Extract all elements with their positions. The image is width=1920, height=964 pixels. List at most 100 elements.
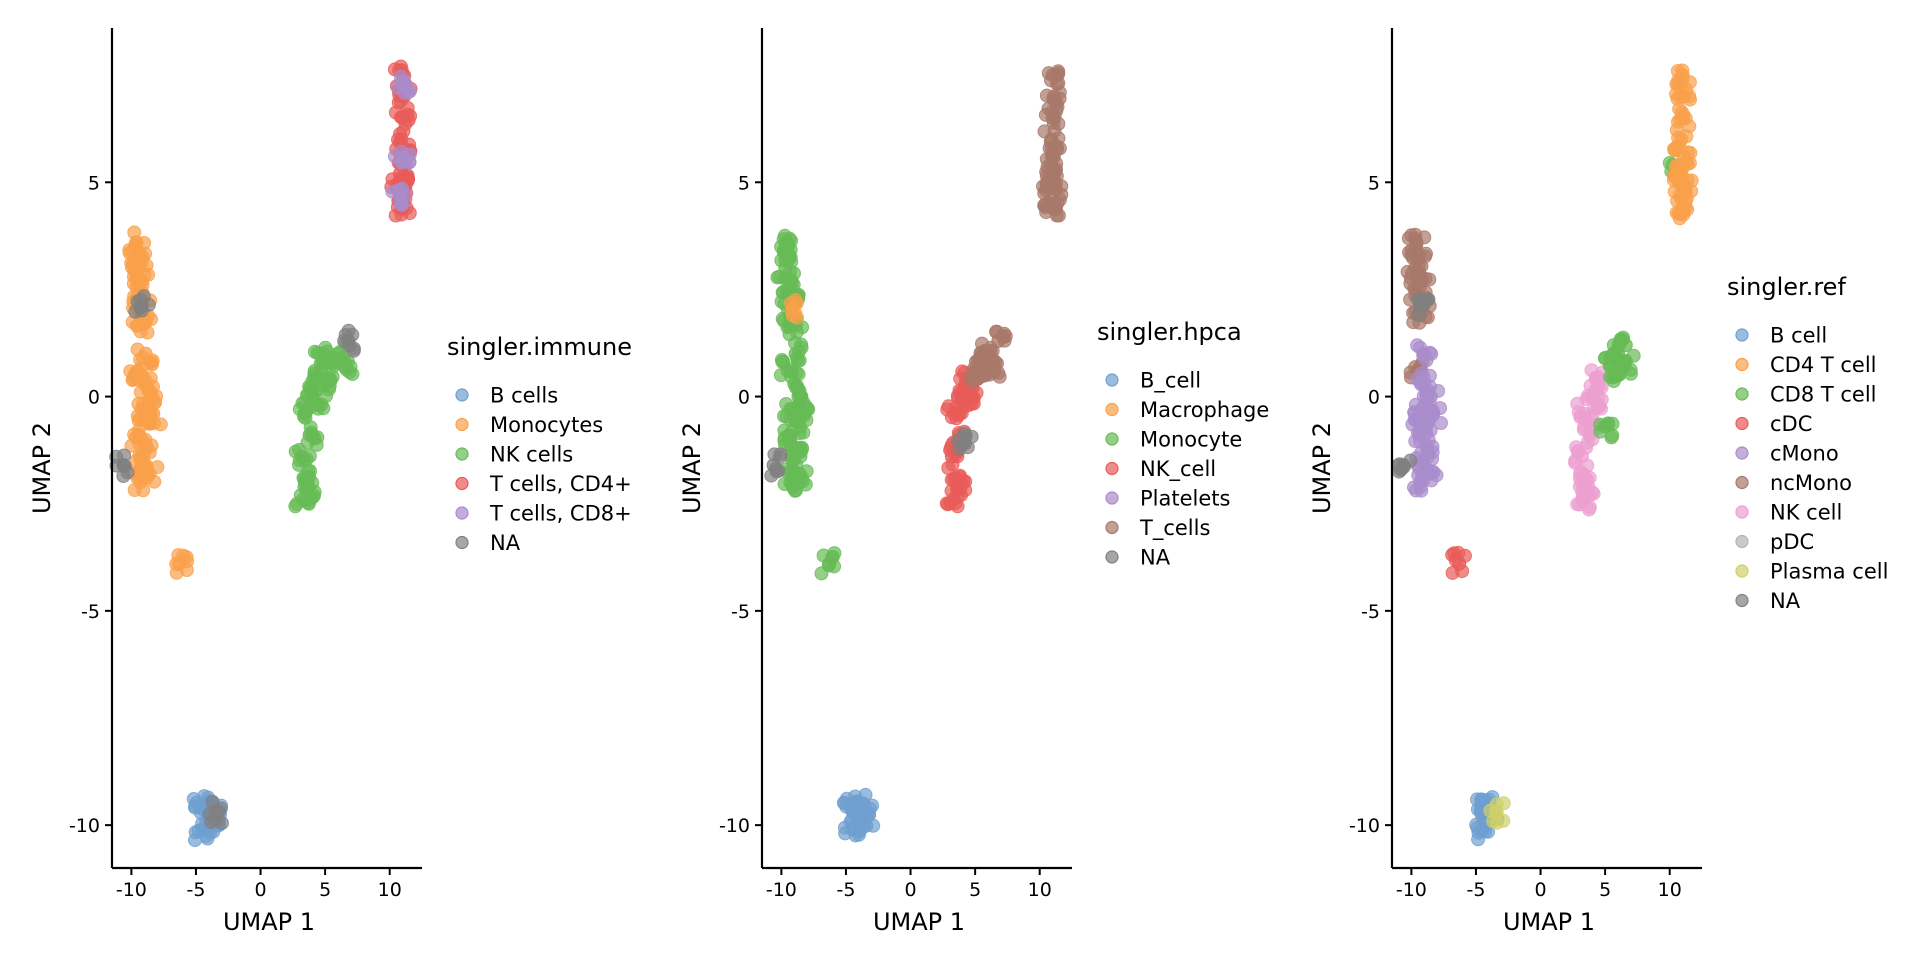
data-point-density [1451, 545, 1466, 560]
legend-label: NA [1140, 546, 1171, 570]
data-point-density [299, 452, 314, 467]
data-point-density [983, 340, 998, 355]
data-point-density [1605, 370, 1620, 385]
x-tick-label: -5 [1466, 879, 1485, 901]
legend-swatch [1105, 550, 1119, 564]
data-point-density [788, 483, 803, 498]
data-point-density [393, 69, 408, 84]
x-tick-label: -5 [836, 879, 855, 901]
data-point-density [120, 465, 135, 480]
data-point-density [1421, 445, 1436, 460]
data-point-density [1049, 208, 1064, 223]
data-point-density [385, 184, 400, 199]
legend-swatch [1105, 491, 1119, 505]
legend-swatch [455, 476, 469, 491]
data-point-density [179, 550, 194, 565]
y-tick-label: -10 [69, 815, 100, 837]
data-point-density [288, 499, 303, 514]
legend-label: NK cell [1770, 501, 1842, 525]
data-point-density [960, 440, 975, 455]
y-tick-label: -5 [1361, 601, 1380, 623]
data-point-density [153, 417, 168, 432]
data-point-density [299, 482, 314, 497]
data-point-density [1675, 63, 1690, 78]
data-point-density [345, 367, 360, 381]
data-point-density [1036, 179, 1050, 194]
legend-label: CD8 T cell [1770, 383, 1877, 407]
data-point-density [109, 458, 124, 473]
data-point-density [1421, 432, 1436, 447]
x-tick-label: 5 [319, 879, 331, 901]
data-point-density [1041, 101, 1056, 116]
legend-swatch [1105, 461, 1119, 476]
data-point-density [781, 252, 796, 267]
y-tick-label: -10 [1349, 815, 1380, 837]
legend-title: singler.ref [1727, 273, 1846, 301]
data-point-density [126, 276, 141, 291]
legend-swatch [1735, 357, 1749, 372]
data-point-density [1409, 483, 1423, 498]
legend-label: NA [490, 531, 521, 555]
legend-label: NK_cell [1140, 457, 1216, 482]
scatter-points [109, 59, 418, 848]
legend-label: B cell [1770, 324, 1827, 348]
legend-label: pDC [1770, 530, 1814, 554]
legend-label: ncMono [1770, 471, 1852, 495]
data-point-density [188, 825, 203, 840]
scatter-points [1391, 63, 1699, 847]
x-tick-label: 0 [904, 879, 916, 901]
legend-label: Plasma cell [1770, 560, 1888, 584]
data-point-density [1433, 401, 1448, 416]
legend-swatch [1735, 534, 1749, 549]
y-axis-title: UMAP 2 [678, 422, 706, 514]
legend-swatch [1105, 432, 1119, 446]
data-point-density [783, 434, 798, 449]
data-point-density [202, 807, 217, 821]
legend-swatch [1735, 446, 1749, 460]
data-point-density [1392, 464, 1407, 479]
legend-swatch [1735, 505, 1749, 519]
legend: singler.ref B cell CD4 T cell CD8 T cell cDC… [1727, 273, 1888, 613]
data-point-density [146, 379, 160, 394]
data-point-density [791, 367, 806, 382]
y-tick-label: 0 [88, 387, 100, 409]
data-point-density [1580, 458, 1595, 473]
data-point-density [1591, 370, 1606, 385]
legend-swatch [455, 506, 469, 520]
data-point-density [145, 357, 159, 372]
data-point-density [963, 387, 978, 402]
legend-swatch [455, 417, 469, 432]
legend-swatch [455, 535, 469, 550]
data-point-density [346, 343, 361, 358]
data-point-density [954, 406, 969, 421]
y-axis-title: UMAP 2 [28, 422, 56, 514]
legend-label: NA [1770, 589, 1801, 613]
data-point-density [1626, 348, 1641, 363]
legend-swatch [1735, 416, 1749, 431]
data-point-density [799, 413, 814, 428]
data-point-density [396, 169, 410, 183]
data-point-density [1580, 435, 1595, 450]
data-point-density [138, 432, 153, 447]
legend-label: T cells, CD8+ [489, 502, 632, 526]
legend: singler.immune B cells Monocytes NK cells T … [447, 333, 632, 555]
data-point-density [1455, 564, 1470, 579]
legend-swatch [455, 388, 469, 402]
data-point-density [395, 197, 410, 212]
y-tick-label: 5 [1368, 172, 1380, 194]
data-point-density [345, 327, 360, 342]
data-point-density [1573, 410, 1588, 425]
data-point-density [1571, 443, 1585, 458]
data-point-density [827, 546, 842, 561]
data-point-density [1489, 804, 1503, 819]
data-point-density [305, 387, 320, 402]
legend-label: T cells, CD4+ [489, 472, 632, 496]
data-point-density [213, 801, 228, 816]
legend-swatch [1735, 593, 1749, 608]
legend-swatch [1735, 328, 1749, 342]
data-point-density [1424, 346, 1439, 361]
scatter-points [764, 64, 1069, 843]
